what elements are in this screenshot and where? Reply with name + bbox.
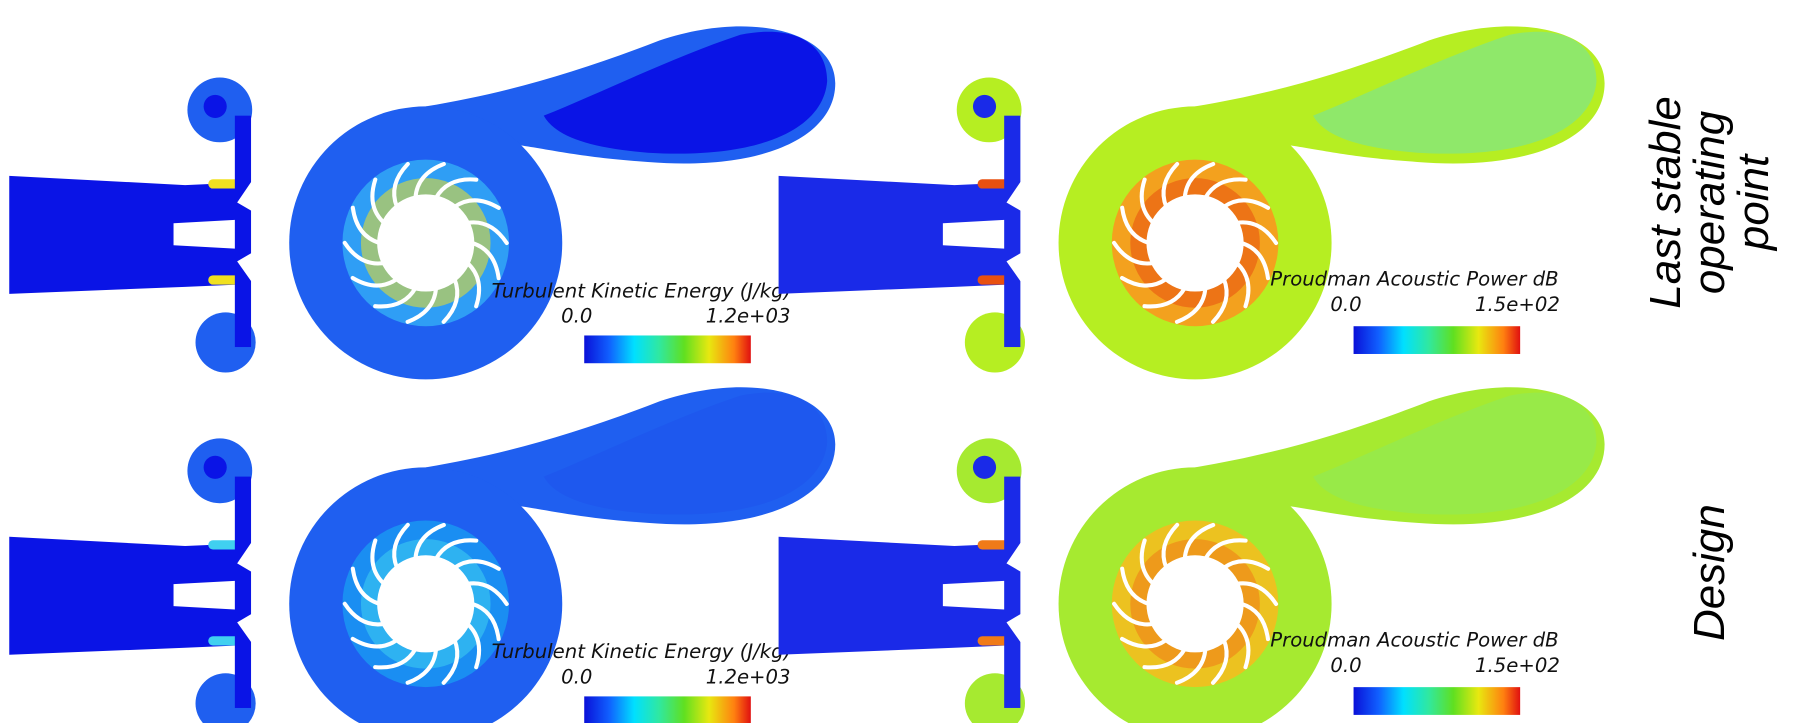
meridional-section [779, 176, 1007, 294]
panel: Turbulent Kinetic Energy (J/kg) 0.0 1.2e+0… [9, 387, 835, 723]
scroll-core [973, 456, 996, 479]
impeller-eye [1146, 555, 1243, 652]
meridional-section [9, 176, 237, 294]
diffuser-channel [1004, 116, 1020, 347]
scroll-core [973, 95, 996, 118]
colorbar-min: 0.0 [561, 305, 592, 328]
panel: Turbulent Kinetic Energy (J/kg) 0.0 1.2e+0… [9, 26, 835, 379]
colorbar-min: 0.0 [1330, 654, 1361, 677]
colorbar-max: 1.5e+02 [1475, 293, 1560, 316]
colorbar-max: 1.2e+03 [706, 666, 791, 689]
diffuser-channel [235, 477, 251, 708]
row-label: operating [1685, 110, 1734, 294]
colorbar [584, 696, 751, 723]
row: Turbulent Kinetic Energy (J/kg) 0.0 1.2e+0… [9, 387, 1734, 723]
colorbar [1354, 687, 1521, 715]
colorbar-title: Turbulent Kinetic Energy (J/kg) [492, 279, 792, 302]
meridional-section [779, 537, 1007, 655]
row-label: Design [1685, 504, 1734, 641]
row-label: Last stable [1641, 96, 1690, 309]
colorbar-max: 1.2e+03 [706, 305, 791, 328]
diffuser-channel [1004, 477, 1020, 708]
meridional-section [9, 537, 237, 655]
colorbar-title: Turbulent Kinetic Energy (J/kg) [492, 640, 792, 663]
colorbar-title: Proudman Acoustic Power dB [1270, 629, 1558, 652]
panel: Proudman Acoustic Power dB0.0 1.5e+02 [779, 387, 1605, 723]
impeller-eye [377, 194, 474, 291]
panel: Proudman Acoustic Power dB0.0 1.5e+02 [779, 26, 1605, 379]
impeller-eye [1146, 194, 1243, 291]
colorbar [584, 335, 751, 363]
row-label: point [1729, 153, 1778, 252]
diffuser-channel [235, 116, 251, 347]
row: Turbulent Kinetic Energy (J/kg) 0.0 1.2e+0… [9, 26, 1778, 379]
colorbar-title: Proudman Acoustic Power dB [1270, 268, 1558, 291]
colorbar-max: 1.5e+02 [1475, 654, 1560, 677]
scroll-core [204, 456, 227, 479]
page: Turbulent Kinetic Energy (J/kg) 0.0 1.2e+0… [0, 0, 1814, 723]
colorbar-min: 0.0 [561, 666, 592, 689]
colorbar-min: 0.0 [1330, 293, 1361, 316]
scroll-core [204, 95, 227, 118]
impeller-eye [377, 555, 474, 652]
colorbar [1354, 326, 1521, 354]
figure: Turbulent Kinetic Energy (J/kg) 0.0 1.2e+0… [0, 0, 1814, 723]
